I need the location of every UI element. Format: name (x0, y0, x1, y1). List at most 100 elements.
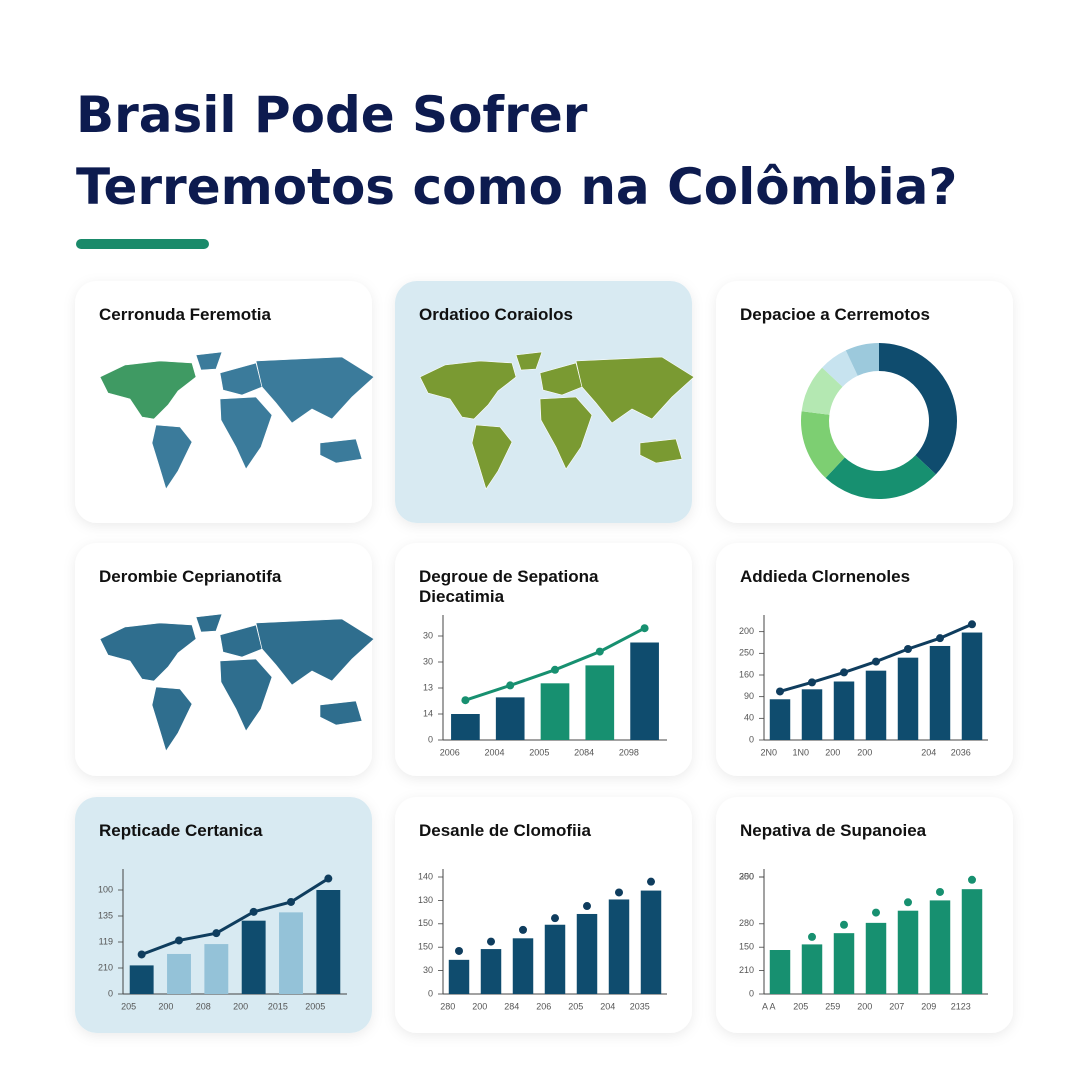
trend-dot (583, 902, 591, 911)
card-bg (75, 543, 372, 776)
x-tick-label: 200 (857, 1001, 872, 1011)
trend-point (776, 687, 784, 696)
x-tick-label: 200 (825, 747, 840, 757)
bar (204, 944, 229, 994)
x-tick-label: 206 (536, 1001, 551, 1011)
continent (255, 618, 375, 686)
donut-segment (845, 343, 879, 376)
trend-dot (551, 914, 559, 923)
bar (279, 912, 303, 994)
y-tick-label: 300 (739, 871, 754, 881)
trend-point (808, 678, 816, 687)
trend-point (968, 620, 976, 629)
trend-point (137, 950, 146, 959)
bar (833, 933, 855, 994)
card: Depacioe a Cerremotos (716, 281, 1013, 523)
bar (961, 632, 983, 740)
card-title-box: Depacioe a Cerremotos (740, 305, 930, 324)
bar (833, 681, 855, 740)
y-tick-label: 40 (744, 713, 754, 723)
trend-dot (968, 875, 976, 884)
bar (512, 938, 534, 994)
card-title-box: Degroue de Sepationa Diecatimia (419, 567, 598, 606)
x-tick-label: 209 (921, 1001, 936, 1011)
donut-segment (801, 411, 845, 478)
y-tick-label: 13 (423, 682, 433, 692)
y-tick-label: 150 (418, 942, 433, 952)
bar (495, 697, 525, 740)
y-tick-label: 135 (98, 910, 113, 920)
y-tick-label: 30 (423, 656, 433, 666)
world-map (99, 613, 375, 752)
trend-dot (840, 920, 848, 929)
trend-point (506, 681, 515, 690)
trend-dot (455, 946, 463, 955)
x-tick-label: 200 (158, 1001, 173, 1011)
donut-segment (825, 455, 936, 499)
bar (897, 657, 919, 740)
continent (539, 396, 593, 470)
continent (471, 424, 513, 490)
y-tick-label: 280 (739, 918, 754, 928)
continent (319, 700, 363, 726)
title-underline (76, 239, 209, 249)
bar (540, 683, 570, 740)
x-tick-label: 2006 (440, 747, 460, 757)
trend-point (212, 929, 221, 938)
y-tick-label: 250 (739, 871, 754, 881)
x-tick-label: 205 (121, 1001, 136, 1011)
card-title: Desanle de Clomofiia (419, 821, 591, 840)
x-tick-label: 2005 (529, 747, 549, 757)
trend-dot (615, 888, 623, 897)
card-title-box: Cerronuda Feremotia (99, 305, 271, 324)
y-tick-label: 0 (749, 734, 754, 744)
card-title: Derombie Ceprianotifa (99, 567, 282, 586)
y-tick-label: 0 (428, 734, 433, 744)
card-title: Repticade Certanica (99, 821, 263, 840)
card: Ordatioo Coraiolos (395, 281, 695, 523)
card-title: Cerronuda Feremotia (99, 305, 271, 324)
trend-point (904, 645, 912, 653)
continent (255, 356, 375, 424)
trend-line (141, 877, 330, 956)
trend-dot (647, 877, 655, 886)
bar (865, 922, 887, 994)
x-tick-label: 2084 (574, 747, 594, 757)
card-title: Depacioe a Cerremotos (740, 305, 930, 324)
card-title-box: Repticade Certanica (99, 821, 263, 840)
trend-dot (487, 937, 495, 946)
y-tick-label: 150 (418, 918, 433, 928)
x-tick-label: 2035 (630, 1001, 650, 1011)
trend-dot (872, 908, 880, 917)
continent (195, 613, 223, 633)
x-tick-label: 280 (440, 1001, 455, 1011)
x-tick-label: A A (762, 1001, 776, 1011)
card-title-box: Nepativa de Supanoiea (740, 821, 926, 840)
trend-point (551, 665, 559, 674)
donut-segment (822, 350, 858, 387)
card-title-box: Ordatioo Coraiolos (419, 305, 573, 324)
y-tick-label: 200 (739, 626, 754, 636)
x-tick-label: 205 (793, 1001, 808, 1011)
continent (219, 362, 263, 396)
y-tick-label: 130 (418, 895, 433, 905)
donut-segment (801, 367, 843, 415)
x-tick-label: 205 (568, 1001, 583, 1011)
card: Cerronuda Feremotia (75, 281, 375, 523)
x-tick-label: 200 (233, 1001, 248, 1011)
trend-point (595, 647, 604, 656)
bar (167, 953, 191, 994)
trend-point (175, 936, 183, 945)
y-tick-label: 0 (749, 988, 754, 998)
continent (539, 362, 583, 396)
x-tick-label: 204 (600, 1001, 615, 1011)
x-tick-label: 207 (889, 1001, 904, 1011)
y-tick-label: 250 (739, 648, 754, 658)
trend-point (287, 897, 295, 906)
trend-dot (808, 932, 816, 941)
world-map (419, 351, 695, 490)
bar (801, 944, 823, 994)
trend-dot (519, 925, 527, 934)
trend-point (324, 874, 333, 883)
